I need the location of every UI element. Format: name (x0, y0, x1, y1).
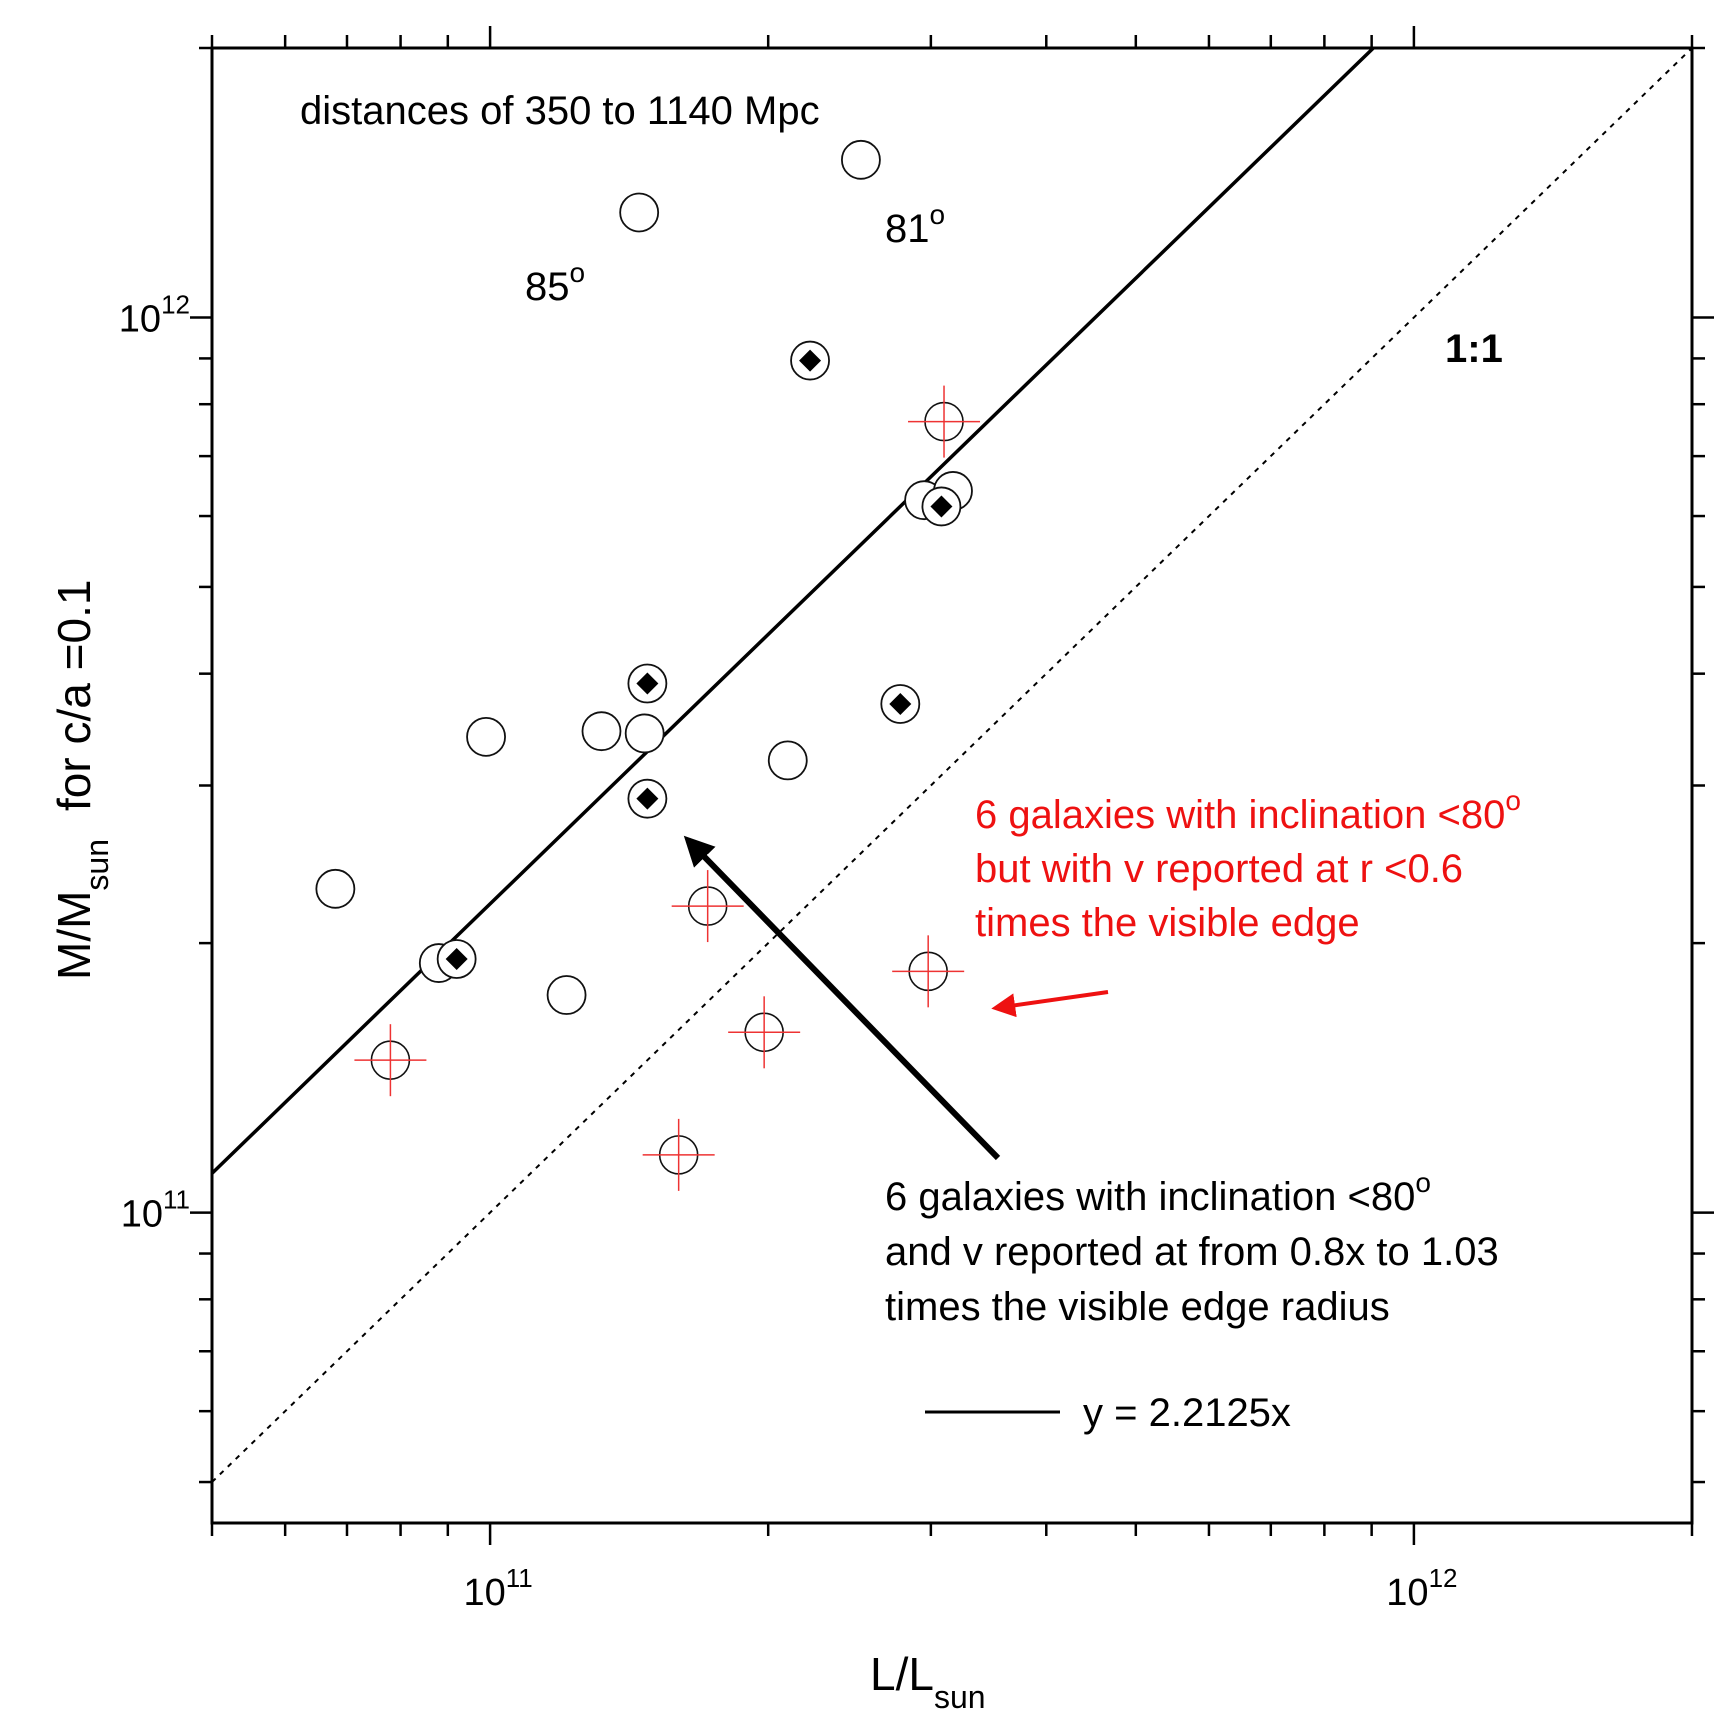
open-circle-point (466, 716, 506, 757)
diamond-point (636, 672, 659, 695)
black-annotation: 6 galaxies with inclination <80o and v r… (885, 1167, 1499, 1329)
open-circle-point (315, 868, 356, 909)
chart-title: distances of 350 to 1140 Mpc (300, 89, 820, 133)
black-arrow (683, 835, 1001, 1161)
x-tick-label-1e11: 1011 (463, 1563, 532, 1614)
inclination-85-label: 85o (525, 257, 585, 309)
open-circle-point (841, 139, 881, 180)
svg-text:6 galaxies with inclination <8: 6 galaxies with inclination <80o (885, 1167, 1431, 1219)
open-circle-point (546, 975, 587, 1015)
x-tick-label-1e12: 1012 (1386, 1563, 1457, 1614)
svg-text:and v reported at from 0.8x to: and v reported at from 0.8x to 1.03 (885, 1230, 1499, 1274)
reference-lines (210, 46, 1693, 1483)
svg-text:6 galaxies with inclination <8: 6 galaxies with inclination <80o (975, 785, 1521, 837)
red-arrow (991, 990, 1109, 1018)
inclination-81-label: 81o (885, 199, 945, 251)
axis-ticks (190, 26, 1714, 1545)
y-axis-label: M/Msunfor c/a =0.1 (48, 580, 115, 980)
diamond-point (930, 495, 953, 518)
open-circle-point (624, 713, 665, 754)
diamond-point (636, 787, 659, 810)
diamond-point (445, 947, 468, 970)
svg-text:but with v reported at r <0.6: but with v reported at r <0.6 (975, 847, 1463, 891)
data-points (315, 139, 981, 1191)
open-circle-point (767, 740, 808, 781)
fit-line (210, 46, 1375, 1175)
x-axis-label: L/Lsun (870, 1648, 986, 1715)
svg-text:times the visible edge radius: times the visible edge radius (885, 1285, 1390, 1329)
open-circle-point (619, 192, 660, 233)
identity-line-label: 1:1 (1445, 327, 1503, 371)
svg-text:times the visible edge: times the visible edge (975, 901, 1360, 945)
legend-fit-label: y = 2.2125x (1083, 1391, 1291, 1435)
y-tick-label-1e12: 1012 (119, 289, 190, 340)
y-tick-label-1e11: 1011 (121, 1185, 190, 1236)
diamond-point (799, 349, 822, 372)
open-circle-point (581, 711, 622, 752)
red-annotation: 6 galaxies with inclination <80o but wit… (975, 785, 1521, 945)
diamond-point (889, 692, 912, 715)
identity-line (211, 47, 1693, 1483)
